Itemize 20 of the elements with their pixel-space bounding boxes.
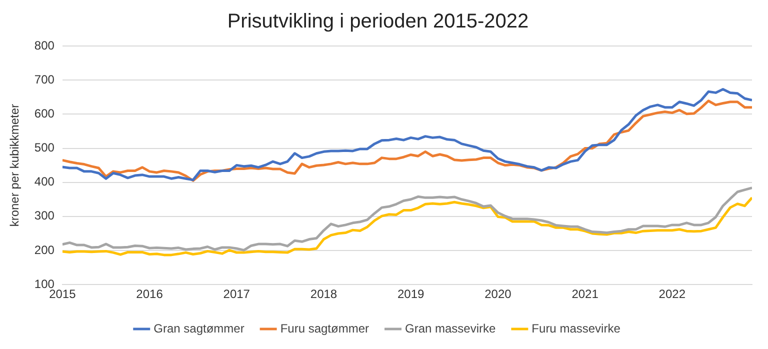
y-tick-label: 300 — [34, 208, 55, 223]
y-axis-title: kroner per kubikkmeter — [8, 104, 22, 227]
x-tick-label: 2018 — [310, 287, 338, 302]
x-tick-label: 2022 — [658, 287, 686, 302]
y-tick-label: 700 — [34, 72, 55, 86]
x-tick-label: 2017 — [223, 287, 250, 302]
legend-label: Furu massevirke — [532, 321, 621, 336]
y-tick-label: 200 — [34, 242, 55, 257]
x-tick-label: 2019 — [397, 287, 425, 302]
y-tick-label: 400 — [34, 174, 55, 189]
x-tick-label: 2020 — [484, 287, 512, 302]
legend-label: Gran sagtømmer — [154, 321, 244, 336]
y-tick-label: 500 — [34, 140, 55, 155]
x-tick-label: 2016 — [136, 287, 164, 302]
y-tick-label: 600 — [34, 106, 55, 120]
y-tick-label: 800 — [34, 38, 55, 52]
x-tick-label: 2021 — [572, 287, 599, 302]
legend-label: Gran massevirke — [404, 321, 496, 336]
legend-label: Furu sagtømmer — [280, 321, 369, 336]
chart-title: Prisutvikling i perioden 2015-2022 — [227, 10, 529, 33]
